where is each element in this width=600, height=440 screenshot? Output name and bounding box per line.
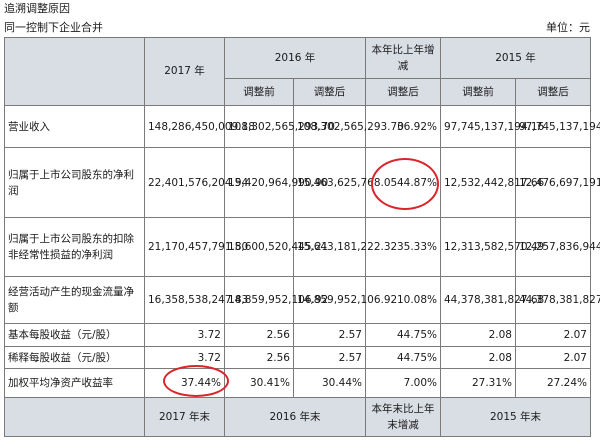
row-label: 营业收入: [4, 104, 145, 149]
header-empty-2: [4, 78, 145, 106]
cell-2016-after: 30.44%: [293, 368, 366, 399]
table-row: 归属于上市公司股东的扣除非经常性损益的净利润 21,170,457,791.80…: [4, 217, 600, 278]
cell-change: 10.08%: [365, 276, 441, 325]
row-label: 稀释每股收益（元/股）: [4, 345, 145, 370]
cell-2015-after: 27.24%: [515, 368, 591, 399]
footer-empty: [4, 397, 145, 437]
footer-2015: 2015 年末: [440, 397, 591, 437]
cell-2016-after: 108,302,565,293.70: [293, 104, 404, 149]
cell-2016-before: 14,859,952,106.92: [224, 276, 328, 325]
cell-2016-before: 108,302,565,293.70: [224, 104, 335, 149]
cell-change: 44.75%: [365, 345, 441, 370]
header-2016-before: 调整前: [224, 77, 294, 106]
header-2017: 2017 年: [144, 37, 225, 106]
cell-2015-before: 12,532,442,817.66: [440, 147, 544, 219]
cell-change: 36.92%: [365, 104, 441, 149]
cell-2015-before: 12,313,582,570.49: [440, 217, 544, 278]
cell-2015-after: 44,378,381,827.68: [515, 276, 600, 325]
cell-2015-after: 12,476,697,191.39: [515, 147, 600, 219]
cell-2016-after: 14,859,952,106.92: [293, 276, 397, 325]
cell-2015-before: 2.08: [440, 345, 516, 370]
cell-2016-before: 15,420,964,990.90: [224, 147, 328, 219]
table-row: 经营活动产生的现金流量净额 16,358,538,247.83 14,859,9…: [4, 276, 600, 325]
footer-2017: 2017 年末: [144, 397, 225, 437]
cell-2017: 22,401,576,204.94: [144, 147, 248, 219]
cell-2015-before: 44,378,381,827.68: [440, 276, 544, 325]
row-label: 加权平均净资产收益率: [4, 368, 145, 399]
cell-2015-after: 12,257,836,944.22: [515, 217, 600, 278]
cell-2017: 21,170,457,791.80: [144, 217, 248, 278]
cell-change: 44.75%: [365, 323, 441, 347]
header-2016: 2016 年: [224, 37, 366, 79]
cell-2015-before: 27.31%: [440, 368, 516, 399]
caption-top: 追溯调整原因: [4, 2, 70, 15]
cell-2016-after: 15,643,181,222.32: [293, 217, 397, 278]
table-row: 加权平均净资产收益率 37.44% 30.41% 30.44% 7.00% 27…: [4, 368, 591, 399]
cell-2015-after: 2.07: [515, 345, 591, 370]
header-2016-after: 调整后: [293, 77, 366, 106]
header-change-after: 调整后: [365, 77, 441, 106]
cell-2016-after: 2.57: [293, 323, 366, 347]
financial-table: 2017 年 2016 年 本年比上年增减 2015 年 调整前 调整后 调整后…: [4, 37, 600, 437]
table-row: 基本每股收益（元/股） 3.72 2.56 2.57 44.75% 2.08 2…: [4, 323, 591, 347]
cell-2017: 3.72: [144, 323, 225, 347]
cell-2017: 3.72: [144, 345, 225, 370]
cell-2016-before: 15,600,520,445.21: [224, 217, 328, 278]
cell-2016-before: 2.56: [224, 345, 294, 370]
cell-2015-after: 97,745,137,194.16: [515, 104, 600, 149]
footer-change: 本年末比上年末增减: [365, 397, 441, 437]
table-row: 归属于上市公司股东的净利润 22,401,576,204.94 15,420,9…: [4, 147, 600, 219]
cell-2017: 16,358,538,247.83: [144, 276, 248, 325]
footer-2016: 2016 年末: [224, 397, 366, 437]
table-row: 营业收入 148,286,450,009.18 108,302,565,293.…: [4, 104, 600, 149]
cell-2016-before: 2.56: [224, 323, 294, 347]
row-label: 经营活动产生的现金流量净额: [4, 276, 145, 325]
cell-2016-after: 2.57: [293, 345, 366, 370]
cell-2015-before: 2.08: [440, 323, 516, 347]
unit-label: 单位：元: [546, 21, 590, 34]
cell-2016-before: 30.41%: [224, 368, 294, 399]
cell-2015-before: 97,745,137,194.16: [440, 104, 544, 149]
header-empty: [4, 37, 145, 79]
row-label: 归属于上市公司股东的净利润: [4, 147, 145, 219]
cell-2016-after: 15,463,625,768.05: [293, 147, 397, 219]
cell-change: 7.00%: [365, 368, 441, 399]
row-label: 基本每股收益（元/股）: [4, 323, 145, 347]
caption: 同一控制下企业合并: [4, 21, 103, 34]
row-label: 归属于上市公司股东的扣除非经常性损益的净利润: [4, 217, 145, 278]
header-2015-before: 调整前: [440, 77, 516, 106]
cell-2017: 37.44%: [144, 368, 225, 399]
header-2015-after: 调整后: [515, 77, 591, 106]
cell-2015-after: 2.07: [515, 323, 591, 347]
header-change: 本年比上年增减: [365, 37, 441, 79]
header-2015: 2015 年: [440, 37, 591, 79]
cell-2017: 148,286,450,009.18: [144, 104, 255, 149]
table-row: 稀释每股收益（元/股） 3.72 2.56 2.57 44.75% 2.08 2…: [4, 345, 591, 370]
